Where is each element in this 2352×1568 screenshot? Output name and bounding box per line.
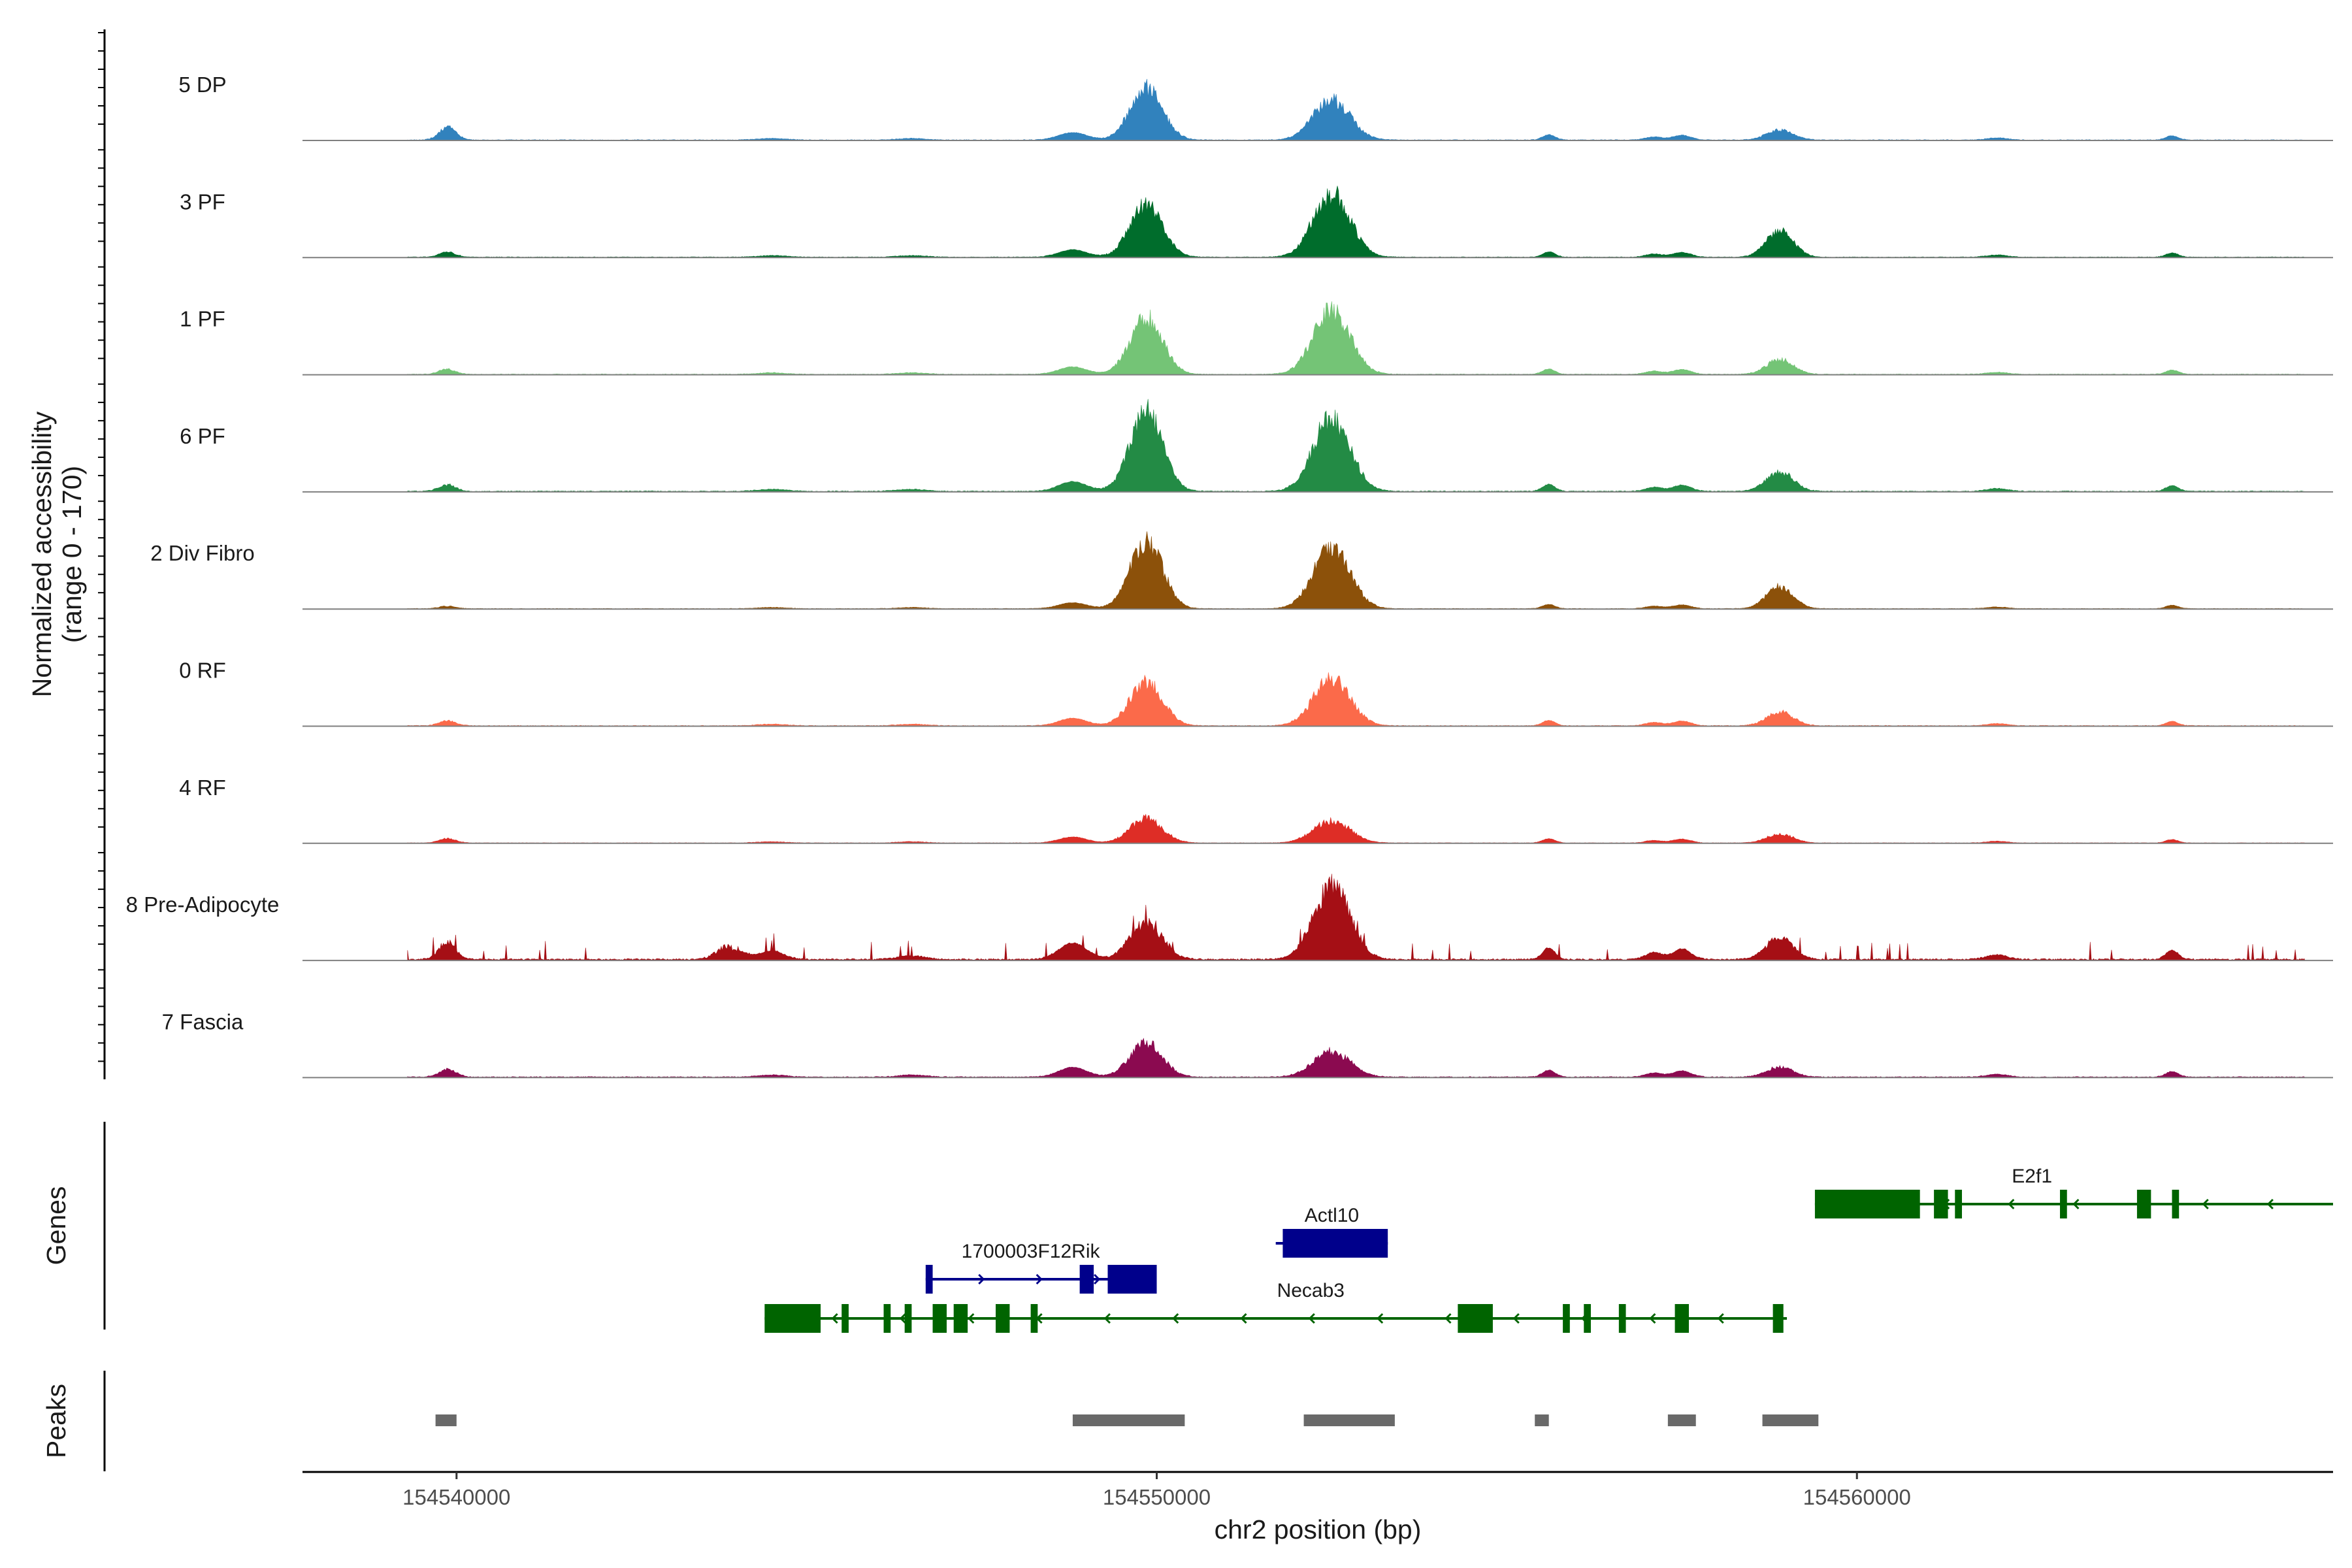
exon [1772,1304,1784,1333]
x-tick-label: 154550000 [1103,1485,1211,1509]
peak-region [435,1414,457,1426]
gene-label: Actl10 [1305,1205,1359,1226]
gene-label: Necab3 [1277,1280,1345,1301]
x-axis: 154540000 154550000 154560000 chr2 position… [302,1471,2333,1544]
strand-arrow [1172,1313,1179,1324]
exon [2060,1190,2067,1218]
peak-region [1072,1414,1185,1426]
genes-panel: Genes 1700003F12Rik Actl10 Necab3 E2f1 [41,1122,2333,1333]
track-area [407,874,2306,961]
strand-arrow [1036,1273,1043,1285]
genes-title: Genes [41,1186,71,1266]
strand-arrow [2202,1198,2209,1210]
exon [1030,1304,1038,1333]
track-label: 7 Fascia [162,1009,244,1034]
y-axis-title: Normalized accessibility (range 0 - 170) [27,29,106,1079]
strand-arrow [1445,1313,1452,1324]
track-8-pre-adipocyte: 8 Pre-Adipocyte [126,874,2333,962]
track-area [407,813,2306,844]
gene-e2f1: E2f1 [1814,1166,2333,1218]
exon [2136,1190,2151,1218]
track-label: 4 RF [179,776,226,800]
exon [1563,1304,1570,1333]
track-area [407,78,2306,141]
track-label: 5 DP [178,73,226,97]
exon [2172,1190,2180,1218]
gene-1700003f12rik: 1700003F12Rik [925,1241,1157,1294]
strand-arrow [2266,1198,2274,1210]
strand-arrow [1512,1313,1520,1324]
track-label: 6 PF [180,424,225,448]
track-6-pf: 6 PF [180,399,2333,493]
exon [1934,1190,1948,1218]
gene-actl10: Actl10 [1275,1205,1388,1258]
exon [953,1304,968,1333]
gene-necab3: Necab3 [764,1280,1788,1333]
peaks-panel: Peaks [41,1371,1819,1471]
strand-arrow [968,1313,975,1324]
peak-region [1303,1414,1395,1426]
y-axis-title-line1: Normalized accessibility [27,411,57,697]
exon [841,1304,849,1333]
strand-arrow [1240,1313,1247,1324]
strand-arrow [1377,1313,1384,1324]
track-2-div-fibro: 2 Div Fibro [150,531,2333,610]
strand-arrow [2008,1198,2015,1210]
strand-arrow [831,1313,838,1324]
track-0-rf: 0 RF [179,659,2333,727]
exon [932,1304,947,1333]
track-3-pf: 3 PF [180,186,2333,259]
exon [1814,1190,1920,1218]
x-tick-label: 154540000 [402,1485,510,1509]
exon [996,1304,1010,1333]
peaks-title: Peaks [41,1384,71,1458]
coverage-tracks: 5 DP 3 PF 1 PF 6 PF 2 Div Fibro 0 RF 4 RF 8 Pre… [126,73,2333,1079]
track-area [407,399,2306,493]
strand-arrow [2072,1198,2080,1210]
strand-arrow [899,1313,907,1324]
peak-region [1667,1414,1696,1426]
exon [1584,1304,1591,1333]
exon [764,1304,821,1333]
track-area [407,1037,2306,1078]
strand-arrow [1717,1313,1724,1324]
track-label: 8 Pre-Adipocyte [126,892,280,917]
track-area [407,531,2306,610]
exon [1955,1190,1962,1218]
strand-arrow [1308,1313,1315,1324]
exon [1107,1265,1157,1294]
exon [1618,1304,1626,1333]
track-5-dp: 5 DP [178,73,2333,141]
y-axis-title-line2: (range 0 - 170) [57,466,87,643]
track-1-pf: 1 PF [180,301,2333,376]
exon [1674,1304,1690,1333]
x-axis-title: chr2 position (bp) [1215,1514,1422,1544]
gene-label: 1700003F12Rik [962,1241,1101,1262]
strand-arrow [978,1273,985,1285]
track-area [407,186,2306,258]
x-tick-label: 154560000 [1803,1485,1911,1509]
peak-region [1535,1414,1549,1426]
strand-arrow [1094,1273,1101,1285]
track-label: 2 Div Fibro [150,541,255,565]
track-4-rf: 4 RF [179,776,2333,844]
exon [883,1304,891,1333]
track-label: 1 PF [180,307,225,331]
track-label: 3 PF [180,189,225,214]
peak-region [1762,1414,1819,1426]
track-7-fascia: 7 Fascia [162,1009,2333,1079]
exon [1282,1229,1388,1258]
track-label: 0 RF [179,659,226,683]
strand-arrow [1103,1313,1111,1324]
gene-label: E2f1 [2012,1166,2052,1187]
track-area [407,672,2306,727]
exon [925,1265,933,1294]
track-area [407,301,2306,375]
strand-arrow [1649,1313,1656,1324]
exon [904,1304,912,1333]
exon [1079,1265,1094,1294]
exon [1458,1304,1493,1333]
